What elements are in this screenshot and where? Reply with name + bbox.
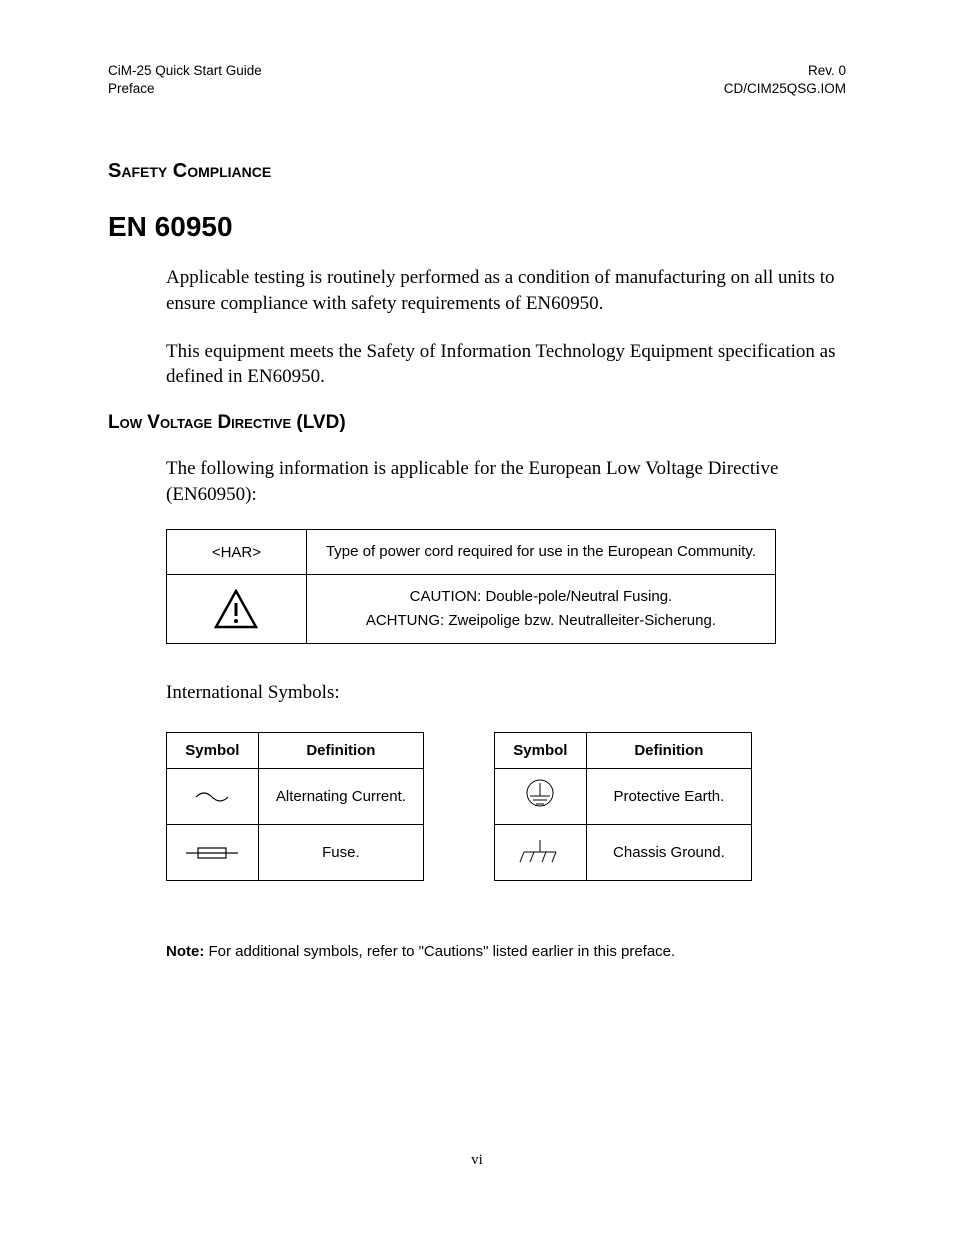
symbol-table-left: Symbol Definition Alternating Current. F… (166, 732, 424, 881)
header-doc-id: CD/CIM25QSG.IOM (724, 80, 846, 98)
paragraph-3: The following information is applicable … (166, 456, 846, 507)
caution-text-line1: CAUTION: Double-pole/Neutral Fusing. (315, 585, 767, 609)
pe-def-cell: Protective Earth. (586, 769, 751, 825)
col-symbol-header: Symbol (167, 733, 259, 769)
col-definition-header: Definition (258, 733, 423, 769)
table-row: CAUTION: Double-pole/Neutral Fusing. ACH… (167, 575, 776, 644)
col-definition-header: Definition (586, 733, 751, 769)
fuse-icon (184, 843, 240, 863)
chassis-ground-icon (518, 838, 562, 868)
cg-def-cell: Chassis Ground. (586, 825, 751, 881)
caution-text-line2: ACHTUNG: Zweipolige bzw. Neutralleiter-S… (315, 609, 767, 633)
heading-lvd: Low Voltage Directive (LVD) (108, 412, 846, 434)
header-doc-title: CiM-25 Quick Start Guide (108, 62, 262, 80)
ac-def-cell: Alternating Current. (258, 769, 423, 825)
symbol-tables-container: Symbol Definition Alternating Current. F… (166, 732, 846, 881)
ac-wave-icon (192, 787, 232, 807)
har-symbol-cell: <HAR> (167, 530, 307, 575)
header-revision: Rev. 0 (724, 62, 846, 80)
table-row: <HAR> Type of power cord required for us… (167, 530, 776, 575)
header-left: CiM-25 Quick Start Guide Preface (108, 62, 262, 98)
table-row: Alternating Current. (167, 769, 424, 825)
heading-safety-compliance: Safety Compliance (108, 160, 846, 183)
table-header-row: Symbol Definition (167, 733, 424, 769)
page-number: vi (0, 1152, 954, 1169)
protective-earth-icon (522, 777, 558, 817)
col-symbol-header: Symbol (495, 733, 587, 769)
caution-text-cell: CAUTION: Double-pole/Neutral Fusing. ACH… (306, 575, 775, 644)
pe-symbol-cell (495, 769, 587, 825)
fuse-def-cell: Fuse. (258, 825, 423, 881)
fuse-symbol-cell (167, 825, 259, 881)
table-row: Chassis Ground. (495, 825, 752, 881)
cg-symbol-cell (495, 825, 587, 881)
international-symbols-label: International Symbols: (166, 682, 846, 704)
table-row: Protective Earth. (495, 769, 752, 825)
compliance-table: <HAR> Type of power cord required for us… (166, 529, 776, 644)
page-header: CiM-25 Quick Start Guide Preface Rev. 0 … (108, 62, 846, 98)
note-text: For additional symbols, refer to "Cautio… (204, 943, 675, 960)
caution-triangle-icon (214, 589, 258, 629)
paragraph-2: This equipment meets the Safety of Infor… (166, 339, 846, 390)
har-text-cell: Type of power cord required for use in t… (306, 530, 775, 575)
table-header-row: Symbol Definition (495, 733, 752, 769)
table-row: Fuse. (167, 825, 424, 881)
symbol-table-right: Symbol Definition Protective Earth. (494, 732, 752, 881)
caution-symbol-cell (167, 575, 307, 644)
ac-symbol-cell (167, 769, 259, 825)
note-paragraph: Note: For additional symbols, refer to "… (166, 943, 846, 960)
paragraph-1: Applicable testing is routinely performe… (166, 265, 846, 316)
header-right: Rev. 0 CD/CIM25QSG.IOM (724, 62, 846, 98)
heading-en60950: EN 60950 (108, 211, 846, 243)
header-section: Preface (108, 80, 262, 98)
note-label: Note: (166, 943, 204, 960)
